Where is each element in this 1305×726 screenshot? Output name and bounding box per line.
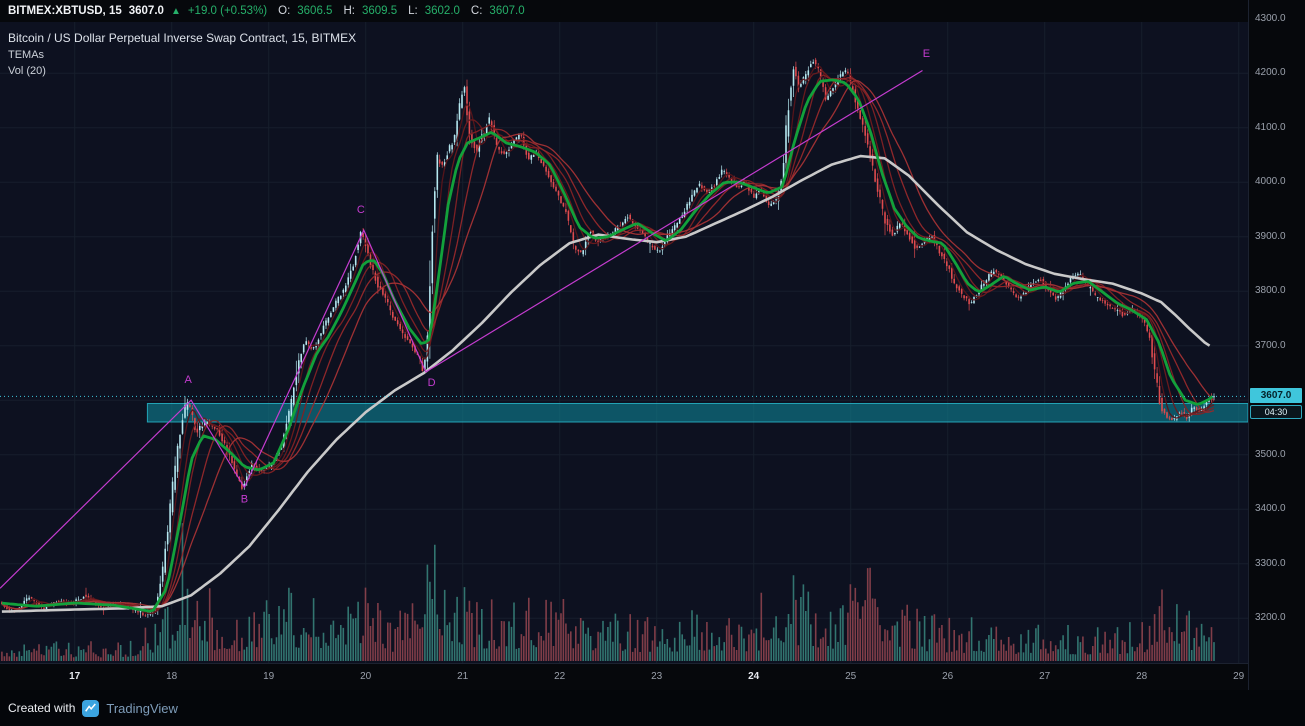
price-tick-label: 4000.0 — [1255, 176, 1286, 188]
price-tick-label: 4200.0 — [1255, 67, 1286, 79]
time-scale[interactable]: 17 18 19 20 21 22 23 24 25 26 27 28 29 — [0, 663, 1248, 690]
price-tick-label: 4300.0 — [1255, 12, 1286, 24]
time-tick-label: 22 — [554, 671, 566, 682]
candles — [1, 57, 1215, 618]
high-label: H: — [343, 5, 355, 17]
price-tick-label: 3200.0 — [1255, 612, 1286, 624]
price-tick-label: 3400.0 — [1255, 503, 1286, 515]
indicator-volume-label[interactable]: Vol (20) — [8, 65, 46, 77]
bar-countdown-badge: 04:30 — [1250, 405, 1302, 420]
open-value: 3606.5 — [297, 5, 333, 17]
time-tick-label: 18 — [166, 671, 178, 682]
price-tick-label: 3500.0 — [1255, 448, 1286, 460]
tema-green-line[interactable] — [1, 78, 1214, 613]
chart-area[interactable]: A B C D E Bitcoin / US Dollar Perpetual Inve… — [0, 22, 1248, 663]
time-tick-label: 19 — [263, 671, 275, 682]
wave-label-C: C — [357, 204, 365, 216]
time-tick-label: 28 — [1136, 671, 1148, 682]
high-value: 3609.5 — [361, 5, 398, 17]
time-tick-label: 27 — [1039, 671, 1051, 682]
price-tick-label: 3300.0 — [1255, 557, 1286, 569]
grid-lines — [0, 22, 1248, 663]
chart-title[interactable]: Bitcoin / US Dollar Perpetual Inverse Sw… — [8, 31, 357, 45]
symbol-name[interactable]: BITMEX:XBTUSD, 15 — [8, 5, 122, 17]
low-label: L: — [408, 5, 418, 17]
time-tick-label: 24 — [748, 671, 760, 682]
tradingview-logo-icon[interactable] — [82, 699, 100, 717]
volume-bars — [1, 523, 1215, 661]
wave-label-E: E — [923, 48, 930, 60]
time-tick-label: 17 — [69, 671, 81, 682]
time-tick-label: 26 — [942, 671, 954, 682]
indicator-temas-label[interactable]: TEMAs — [8, 49, 45, 61]
symbol-info-bar: BITMEX:XBTUSD, 15 3607.0 ▲ +19.0 (+0.53%… — [0, 0, 1248, 22]
up-arrow-icon: ▲ — [170, 5, 181, 17]
time-tick-label: 29 — [1233, 671, 1245, 682]
price-tick-label: 4100.0 — [1255, 121, 1286, 133]
time-tick-label: 25 — [845, 671, 857, 682]
open-label: O: — [278, 5, 291, 17]
chart-background — [0, 22, 1248, 663]
price-tick-label: 3700.0 — [1255, 339, 1286, 351]
price-chart-canvas[interactable]: A B C D E — [0, 22, 1248, 663]
created-with-text: Created with — [8, 701, 76, 715]
wave-label-B: B — [241, 494, 248, 506]
time-tick-label: 23 — [651, 671, 663, 682]
low-value: 3602.0 — [424, 5, 460, 17]
price-tick-label: 3900.0 — [1255, 230, 1286, 242]
wave-label-D: D — [428, 377, 436, 389]
close-label: C: — [470, 5, 483, 17]
last-price-badge: 3607.0 — [1250, 388, 1302, 404]
price-change: +19.0 (+0.53%) — [187, 5, 268, 17]
elliott-wave-drawing[interactable]: A B C D E — [0, 48, 930, 589]
wave-label-A: A — [185, 374, 193, 386]
time-tick-label: 20 — [360, 671, 372, 682]
time-tick-label: 21 — [457, 671, 469, 682]
footer-bar: Created with TradingView — [0, 690, 1305, 726]
tradingview-link[interactable]: TradingView — [106, 700, 178, 716]
price-scale[interactable]: 3607.0 04:30 4300.0 4200.0 4100.0 4000.0 390… — [1248, 0, 1305, 690]
price-tick-label: 3800.0 — [1255, 285, 1286, 297]
chart-legend: Bitcoin / US Dollar Perpetual Inverse Sw… — [8, 32, 356, 77]
close-value: 3607.0 — [489, 5, 525, 17]
last-price-value: 3607.0 — [128, 5, 164, 17]
